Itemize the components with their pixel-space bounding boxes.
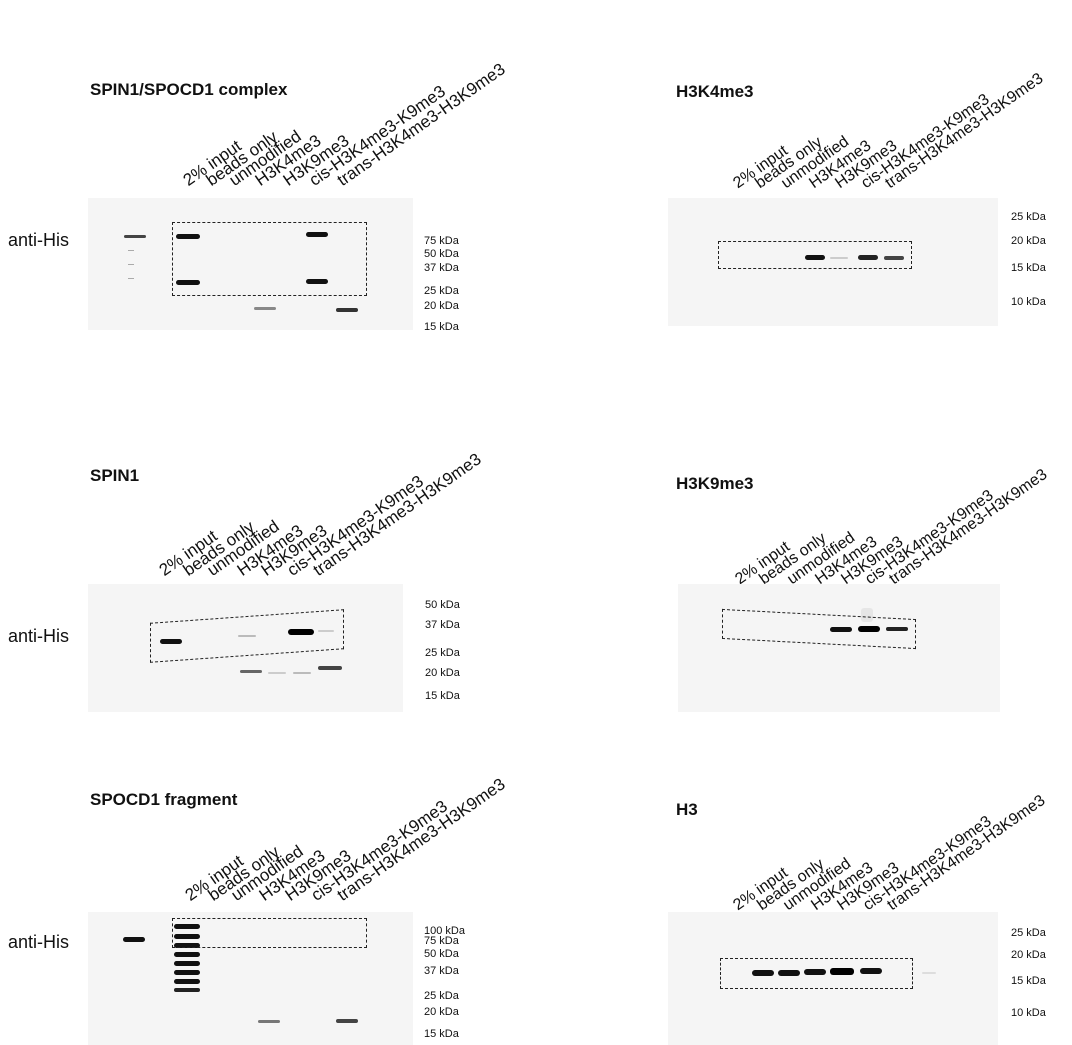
blot-image — [668, 912, 998, 1045]
lane-label: cis-H3K4me3-K9me3 — [860, 812, 995, 914]
band — [293, 672, 311, 674]
mw-marker: 15 kDa — [424, 321, 459, 333]
mw-marker: 25 kDa — [1011, 927, 1046, 939]
blot-image — [88, 912, 413, 1045]
mw-marker: 20 kDa — [425, 667, 460, 679]
band — [830, 968, 854, 975]
band — [174, 988, 200, 992]
ladder-mark — [128, 250, 134, 251]
mw-marker: 25 kDa — [425, 647, 460, 659]
highlight-box — [172, 222, 367, 296]
mw-marker: 15 kDa — [425, 690, 460, 702]
band — [830, 257, 848, 259]
band — [805, 255, 825, 260]
band — [804, 969, 826, 975]
mw-marker: 50 kDa — [424, 248, 459, 260]
band — [830, 627, 852, 632]
mw-marker: 37 kDa — [425, 619, 460, 631]
panel-h3k9me3: H3K9me3 2% input beads only unmodified H… — [676, 465, 1051, 712]
blot-image — [88, 198, 413, 330]
panel-spocd1-fragment: SPOCD1 fragment 2% input beads only unmo… — [8, 774, 509, 1045]
band — [306, 279, 328, 284]
panel-spin1-spocd1: SPIN1/SPOCD1 complex 2% input beads only… — [0, 0, 536, 345]
mw-marker: 25 kDa — [1011, 211, 1046, 223]
band — [884, 256, 904, 260]
blot-image — [678, 584, 1000, 712]
antibody-label: anti-His — [8, 230, 70, 250]
band — [268, 672, 286, 674]
band — [254, 307, 276, 310]
band — [240, 670, 262, 673]
lane-label: trans-H3K4me3-H3K9me3 — [884, 791, 1049, 914]
ladder-mark — [128, 278, 134, 279]
band — [174, 934, 200, 939]
band — [258, 1020, 280, 1023]
panel-title: SPIN1 — [90, 466, 140, 485]
highlight-box — [720, 958, 913, 989]
band — [176, 280, 200, 285]
band — [174, 952, 200, 957]
mw-marker: 15 kDa — [1011, 262, 1046, 274]
panel-title: SPOCD1 fragment — [90, 790, 238, 809]
band — [238, 635, 256, 637]
mw-marker: 10 kDa — [1011, 296, 1046, 308]
band — [174, 943, 200, 948]
panel-spin1: SPIN1 2% input beads only unmodified H3K… — [0, 0, 536, 715]
band — [174, 924, 200, 929]
band — [336, 308, 358, 312]
band — [318, 666, 342, 670]
mw-marker: 50 kDa — [425, 599, 460, 611]
mw-marker: 37 kDa — [424, 965, 459, 977]
band — [318, 630, 334, 632]
blot-image — [668, 198, 998, 326]
band — [288, 629, 314, 635]
mw-marker: 15 kDa — [424, 1028, 459, 1040]
mw-marker: 100 kDa — [424, 925, 465, 937]
mw-marker: 10 kDa — [1011, 1007, 1046, 1019]
band — [336, 1019, 358, 1023]
mw-marker: 25 kDa — [424, 285, 459, 297]
panel-title: H3K4me3 — [676, 82, 754, 101]
band — [861, 608, 873, 622]
antibody-label: anti-His — [8, 626, 70, 646]
mw-marker: 20 kDa — [1011, 949, 1046, 961]
mw-marker: 20 kDa — [424, 1006, 459, 1018]
mw-marker: 15 kDa — [1011, 975, 1046, 987]
mw-marker: 25 kDa — [424, 990, 459, 1002]
highlight-box — [172, 918, 367, 948]
band — [174, 979, 200, 984]
band — [778, 970, 800, 976]
band — [858, 255, 878, 260]
band — [860, 968, 882, 974]
band — [922, 972, 936, 974]
band — [858, 626, 880, 632]
panel-title: H3 — [676, 800, 698, 819]
panel-title: SPIN1/SPOCD1 complex — [90, 80, 288, 99]
panel-h3k4me3: H3K4me3 2% input beads only unmodified H… — [0, 0, 1072, 345]
antibody-label: anti-His — [8, 932, 70, 952]
band — [176, 234, 200, 239]
ladder-mark — [128, 264, 134, 265]
mw-marker: 75 kDa — [424, 935, 459, 947]
mw-marker: 20 kDa — [1011, 235, 1046, 247]
band — [174, 970, 200, 975]
mw-marker: 37 kDa — [424, 262, 459, 274]
mw-marker: 20 kDa — [424, 300, 459, 312]
highlight-box — [718, 241, 912, 269]
band — [160, 639, 182, 644]
blot-image — [88, 584, 403, 712]
band — [306, 232, 328, 237]
band — [886, 627, 908, 631]
panel-title: H3K9me3 — [676, 474, 754, 493]
mw-marker: 75 kDa — [424, 235, 459, 247]
band — [752, 970, 774, 976]
band — [124, 235, 146, 238]
band — [123, 937, 145, 942]
band — [174, 961, 200, 966]
mw-marker: 50 kDa — [424, 948, 459, 960]
